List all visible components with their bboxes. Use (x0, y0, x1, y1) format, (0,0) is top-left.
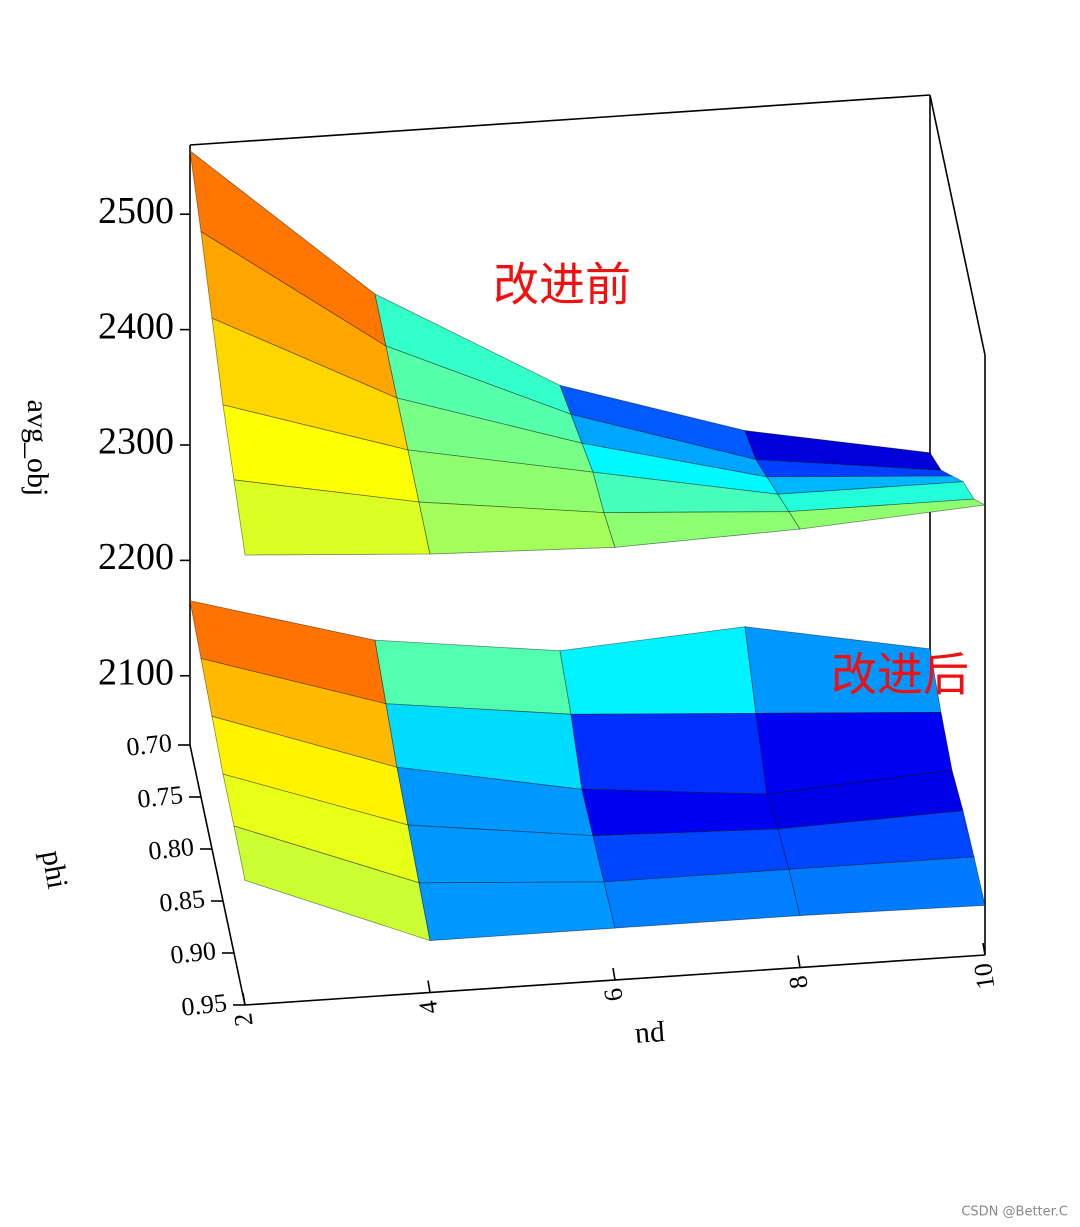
z-tick-label: 2500 (98, 190, 174, 232)
y-tick-label: 0.80 (147, 832, 195, 866)
x-tick-label: 4 (413, 999, 444, 1016)
y-tick-label: 0.75 (136, 780, 184, 814)
annotation: 改进后 (831, 648, 969, 702)
y-tick-label: 0.90 (169, 936, 217, 970)
surface-patch (788, 498, 987, 530)
surface-patch (788, 856, 986, 916)
box-edge (189, 94, 931, 146)
z-tick-label: 2200 (98, 536, 174, 578)
x-tick-label: 10 (968, 961, 1000, 991)
annotation: 改进前 (493, 258, 631, 312)
surface-patch (559, 626, 757, 715)
box-edge (929, 94, 986, 356)
z-tick-label: 2400 (98, 305, 174, 347)
x-tick-label: 2 (228, 1011, 259, 1028)
x-axis-label: pu (634, 1020, 666, 1055)
y-tick-label: 0.85 (158, 884, 206, 918)
y-tick-label: 0.95 (180, 988, 228, 1022)
x-tick (797, 955, 801, 968)
y-axis-label: phi (35, 848, 74, 891)
y-tick-label: 0.70 (125, 728, 173, 762)
surface-patch (581, 788, 779, 837)
surface-patch (570, 712, 768, 795)
z-tick-label: 2100 (98, 651, 174, 693)
watermark: CSDN @Better.C (961, 1205, 1068, 1220)
x-tick-label: 8 (783, 974, 814, 991)
z-axis-label: avg_obj (21, 400, 54, 497)
z-tick-label: 2300 (98, 421, 174, 463)
surface-patch (418, 881, 616, 941)
x-tick (242, 992, 246, 1006)
y-axis-line (189, 744, 246, 1006)
x-tick (427, 980, 431, 993)
surface-patch (603, 511, 801, 548)
x-tick (612, 967, 616, 981)
x-tick-label: 6 (598, 986, 629, 1003)
x-tick (982, 942, 986, 956)
surface-patch (374, 639, 572, 715)
